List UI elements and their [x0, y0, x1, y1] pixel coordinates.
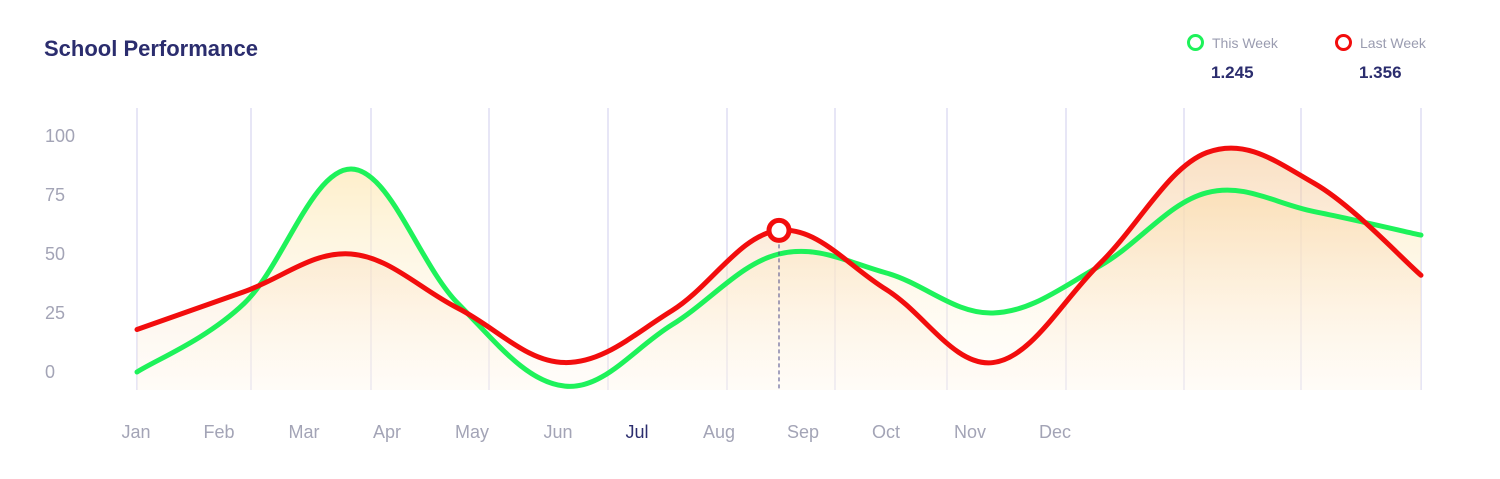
legend-last-week-label: Last Week [1360, 34, 1426, 51]
legend-this-week[interactable]: This Week 1.245 [1187, 34, 1297, 83]
y-tick-label: 50 [45, 244, 65, 264]
x-tick-label-jul[interactable]: Jul [625, 422, 648, 442]
series-line-this-week[interactable] [134, 166, 1424, 389]
x-tick-label-mar[interactable]: Mar [289, 422, 320, 442]
legend-last-week-marker-icon [1335, 34, 1352, 51]
x-tick-label-feb[interactable]: Feb [203, 422, 234, 442]
y-tick-label: 0 [45, 362, 55, 382]
legend-this-week-value: 1.245 [1211, 63, 1254, 82]
x-tick-label-apr[interactable]: Apr [373, 422, 401, 442]
x-tick-label-aug[interactable]: Aug [703, 422, 735, 442]
legend-this-week-label: This Week [1212, 34, 1278, 51]
legend-last-week[interactable]: Last Week 1.356 [1335, 34, 1445, 83]
legend-this-week-marker-icon [1187, 34, 1204, 51]
x-tick-label-dec[interactable]: Dec [1039, 422, 1071, 442]
x-tick-label-jun[interactable]: Jun [543, 422, 572, 442]
y-tick-label: 25 [45, 303, 65, 323]
x-tick-label-nov[interactable]: Nov [954, 422, 986, 442]
y-tick-label: 100 [45, 126, 75, 146]
chart-title: School Performance [44, 36, 258, 61]
x-tick-label-oct[interactable]: Oct [872, 422, 900, 442]
highlight-point-marker[interactable] [766, 217, 792, 243]
x-tick-label-may[interactable]: May [455, 422, 489, 442]
y-tick-label: 75 [45, 185, 65, 205]
x-tick-label-jan[interactable]: Jan [121, 422, 150, 442]
x-tick-label-sep[interactable]: Sep [787, 422, 819, 442]
legend-last-week-value: 1.356 [1359, 63, 1402, 82]
